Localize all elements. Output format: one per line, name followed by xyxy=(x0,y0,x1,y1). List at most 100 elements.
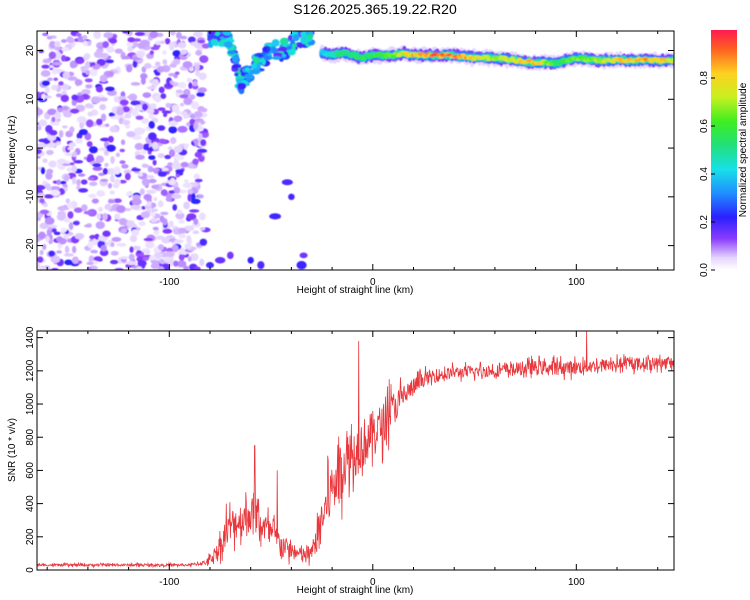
heatmap-cell xyxy=(179,94,189,99)
heatmap-cell xyxy=(90,249,98,254)
heatmap-cell xyxy=(142,163,149,168)
heatmap-sparse-blobs xyxy=(205,179,308,270)
heatmap-cell xyxy=(37,125,42,131)
heatmap-cell xyxy=(153,228,160,236)
heatmap-cell xyxy=(176,209,183,215)
heatmap-cell xyxy=(299,252,308,259)
heatmap-cell xyxy=(42,203,49,208)
heatmap-cell xyxy=(300,36,305,44)
heatmap-cell xyxy=(82,34,88,40)
heatmap-cell xyxy=(160,93,167,99)
heatmap-cell xyxy=(93,31,101,39)
heatmap-cell xyxy=(307,32,314,40)
heatmap-cell xyxy=(37,108,44,116)
heatmap-cell xyxy=(56,158,67,165)
heatmap-cell xyxy=(194,151,203,158)
heatmap-cell xyxy=(93,50,103,59)
heatmap-cell xyxy=(37,262,41,270)
heatmap-cell xyxy=(390,54,396,58)
y-tick-label: 600 xyxy=(25,462,36,479)
heatmap-cell xyxy=(109,38,118,44)
heatmap-cell xyxy=(62,183,68,188)
heatmap-cell xyxy=(172,50,181,57)
heatmap-cell xyxy=(67,203,73,209)
heatmap-cell xyxy=(150,168,160,173)
heatmap-cell xyxy=(87,240,94,249)
heatmap-cell xyxy=(208,26,214,30)
heatmap-cell xyxy=(160,189,168,197)
heatmap-cell xyxy=(86,141,93,147)
heatmap-cell xyxy=(129,246,134,253)
heatmap-cell xyxy=(95,221,105,229)
heatmap-cell xyxy=(188,94,196,100)
heatmap-cell xyxy=(287,35,293,41)
heatmap-cell xyxy=(38,231,46,240)
heatmap-cell xyxy=(108,70,114,77)
heatmap-cell xyxy=(47,108,57,116)
heatmap-cell xyxy=(146,200,152,207)
heatmap-cell xyxy=(179,102,185,107)
heatmap-cell xyxy=(175,89,183,94)
heatmap-cell xyxy=(61,47,70,52)
heatmap-cell xyxy=(48,143,57,148)
heatmap-cell xyxy=(199,55,209,64)
heatmap-cell xyxy=(171,104,180,113)
heatmap-cell xyxy=(102,212,108,221)
y-tick-label: -20 xyxy=(25,238,36,253)
colorbar-tick-label: 0.0 xyxy=(699,263,710,277)
heatmap-cell xyxy=(58,130,64,138)
y-tick-label: 1200 xyxy=(25,359,36,382)
heatmap-cell xyxy=(72,220,80,226)
heatmap-cell xyxy=(186,213,197,221)
heatmap-cell xyxy=(76,116,87,123)
heatmap-cell xyxy=(403,51,409,55)
y-tick-label: 800 xyxy=(25,428,36,445)
heatmap-cell xyxy=(148,113,155,120)
x-tick-label: -100 xyxy=(159,277,179,288)
heatmap-cell xyxy=(71,245,77,254)
heatmap-cell xyxy=(157,200,164,208)
heatmap-cell xyxy=(168,120,179,127)
heatmap-cell xyxy=(226,251,234,260)
heatmap-cell xyxy=(77,173,86,177)
heatmap-cell xyxy=(192,31,204,38)
heatmap-cell xyxy=(199,227,206,231)
heatmap-cell xyxy=(114,267,124,270)
heatmap-cell xyxy=(39,209,50,215)
heatmap-cell xyxy=(56,179,62,186)
heatmap-cell xyxy=(174,71,180,76)
heatmap-cell xyxy=(169,63,177,68)
heatmap-cell xyxy=(227,50,237,55)
heatmap-cell xyxy=(141,178,150,187)
heatmap-cell xyxy=(183,97,193,106)
heatmap-cell xyxy=(83,210,94,215)
heatmap-cell xyxy=(152,159,157,166)
heatmap-cell xyxy=(130,82,141,86)
heatmap-cell xyxy=(292,34,300,42)
heatmap-cell xyxy=(68,142,77,148)
heatmap-cell xyxy=(151,78,159,87)
heatmap-cell xyxy=(53,77,58,81)
spectrogram-heatmap xyxy=(37,26,674,270)
heatmap-cell xyxy=(108,199,116,204)
heatmap-cell xyxy=(80,65,87,73)
heatmap-cell xyxy=(194,138,199,147)
heatmap-cell xyxy=(670,58,674,62)
heatmap-cell xyxy=(126,260,137,266)
heatmap-cell xyxy=(168,126,178,134)
heatmap-cell xyxy=(81,204,88,212)
spectrogram-ylabel: Frequency (Hz) xyxy=(7,116,18,185)
heatmap-cell xyxy=(114,213,121,220)
heatmap-cell xyxy=(125,191,132,197)
heatmap-cell xyxy=(141,66,147,73)
heatmap-cell xyxy=(102,168,108,175)
heatmap-cell xyxy=(126,41,134,47)
heatmap-cell xyxy=(175,212,185,220)
heatmap-cell xyxy=(124,112,132,119)
heatmap-cell xyxy=(279,37,289,46)
heatmap-cell xyxy=(49,40,56,49)
heatmap-cell xyxy=(69,62,77,69)
heatmap-cell xyxy=(178,227,187,234)
heatmap-cell xyxy=(138,221,146,227)
